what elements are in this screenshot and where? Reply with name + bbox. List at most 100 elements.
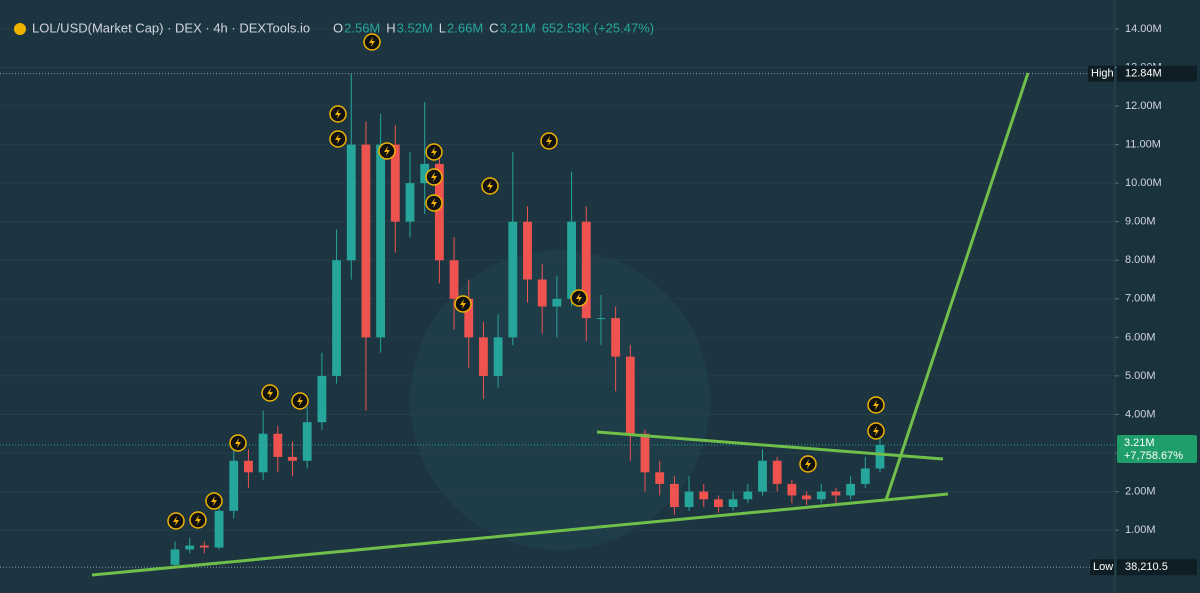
candle-body <box>787 483 797 496</box>
candle-body <box>523 221 532 280</box>
event-bolt <box>431 147 437 157</box>
candle-body <box>479 337 488 376</box>
candles <box>170 73 885 568</box>
candle-body <box>332 260 341 376</box>
candle-body <box>464 298 474 338</box>
labels: 1.00M2.00M3.00M4.00M5.00M6.00M7.00M8.00M… <box>1088 23 1197 576</box>
y-tick-label: 8.00M <box>1125 254 1156 266</box>
event-bolt <box>487 181 493 191</box>
candle-body <box>420 163 430 184</box>
ohlc-key: C <box>489 20 498 35</box>
event-bolt <box>297 396 303 406</box>
current-change: +7,758.67% <box>1124 450 1183 462</box>
candle-body <box>185 545 195 550</box>
y-tick-label: 5.00M <box>1125 370 1156 382</box>
candle-body <box>229 460 239 511</box>
bg-decoration <box>410 250 710 550</box>
candle-body <box>434 163 444 261</box>
price-axis <box>1115 0 1200 593</box>
candle-body <box>581 221 591 319</box>
candle-body <box>699 491 709 500</box>
candle-body <box>611 318 621 357</box>
emoji-icon <box>14 23 26 35</box>
low-label: Low <box>1093 561 1113 573</box>
event-bolt <box>173 516 179 526</box>
candle-body <box>596 318 606 320</box>
candle-body <box>669 483 679 508</box>
candle-body <box>831 491 841 496</box>
high-tag <box>1088 65 1114 82</box>
candle-body <box>625 356 635 434</box>
candle-body <box>244 460 253 473</box>
candle-body <box>772 460 782 484</box>
candle-body <box>361 144 371 338</box>
y-tick-label: 4.00M <box>1125 408 1156 420</box>
candle-body <box>875 444 885 469</box>
y-tick-label: 14.00M <box>1125 23 1162 35</box>
event-bolt <box>267 388 273 398</box>
event-bolt <box>195 515 201 525</box>
y-tick-label: 9.00M <box>1125 216 1156 228</box>
ohlc-key: O <box>333 20 343 35</box>
low-tag <box>1090 559 1114 576</box>
price-tag <box>1117 434 1197 463</box>
ohlc-value: 2.56M <box>344 20 380 35</box>
event-bolt <box>211 496 217 506</box>
candle-body <box>376 144 386 338</box>
event-bolt <box>369 37 375 47</box>
candle-body <box>493 337 503 376</box>
y-tick-label: 1.00M <box>1125 524 1156 536</box>
trend-line <box>91 492 949 577</box>
high-label: High <box>1091 68 1114 80</box>
y-tick-label: 7.00M <box>1125 293 1156 305</box>
change: 652.53K (+25.47%) <box>542 20 654 35</box>
candle-body <box>802 495 811 500</box>
event-bolt <box>431 172 437 182</box>
candle-body <box>170 549 180 565</box>
y-tick-label: 2.00M <box>1125 486 1156 498</box>
candle-body <box>684 491 694 508</box>
candle-body <box>743 491 753 500</box>
ohlc-key: L <box>439 20 446 35</box>
low-value-tag <box>1117 559 1197 576</box>
event-bolt <box>873 426 879 436</box>
candle-body <box>714 499 723 508</box>
candle-body <box>728 499 738 508</box>
candle-body <box>214 510 224 548</box>
candle-body <box>199 545 209 548</box>
event-bolt <box>460 299 466 309</box>
y-tick-label: 12.00M <box>1125 100 1162 112</box>
candle-body <box>860 468 870 484</box>
event-bolt <box>805 459 811 469</box>
candle-body <box>346 144 356 261</box>
candle-body <box>288 456 297 461</box>
y-tick-label: 10.00M <box>1125 177 1162 189</box>
ohlc-value: 3.21M <box>500 20 536 35</box>
high-value-tag <box>1117 65 1197 82</box>
title: LOL/USD(Market Cap) · DEX · 4h · DEXTool… <box>32 20 310 35</box>
ohlc-key: H <box>386 20 395 35</box>
high-value: 12.84M <box>1125 68 1162 80</box>
ohlc-value: 2.66M <box>447 20 483 35</box>
ohlc-value: 3.52M <box>397 20 433 35</box>
event-bolt <box>576 293 582 303</box>
candle-body <box>508 221 518 338</box>
low-value: 38,210.5 <box>1125 561 1168 573</box>
event-bolt <box>546 136 552 146</box>
candle-body <box>552 298 562 307</box>
y-tick-label: 6.00M <box>1125 331 1156 343</box>
trend-line <box>884 72 1030 501</box>
candle-body <box>567 221 576 299</box>
candle-body <box>405 183 415 222</box>
icons <box>167 33 885 530</box>
candle-body <box>302 422 312 461</box>
candle-body <box>390 144 400 222</box>
current-price: 3.21M <box>1124 437 1155 449</box>
candle-body <box>317 375 327 423</box>
candle-body <box>816 491 826 500</box>
candle-body <box>846 483 856 496</box>
event-bolt <box>431 198 437 208</box>
event-bolt <box>384 146 390 156</box>
